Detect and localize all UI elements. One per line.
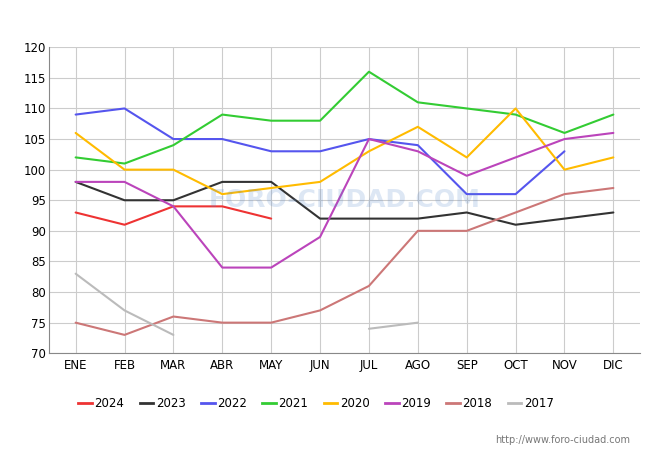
Text: 2019: 2019 [401, 396, 431, 410]
Text: http://www.foro-ciudad.com: http://www.foro-ciudad.com [495, 435, 630, 445]
Text: FORO-CIUDAD.COM: FORO-CIUDAD.COM [209, 188, 480, 212]
Text: 2021: 2021 [278, 396, 308, 410]
Text: 2024: 2024 [94, 396, 124, 410]
Text: 2020: 2020 [340, 396, 369, 410]
Text: Afiliados en Puentes Viejas a 31/5/2024: Afiliados en Puentes Viejas a 31/5/2024 [140, 11, 510, 29]
Text: 2022: 2022 [217, 396, 247, 410]
Text: 2017: 2017 [524, 396, 554, 410]
Text: 2023: 2023 [156, 396, 185, 410]
Text: 2018: 2018 [462, 396, 492, 410]
